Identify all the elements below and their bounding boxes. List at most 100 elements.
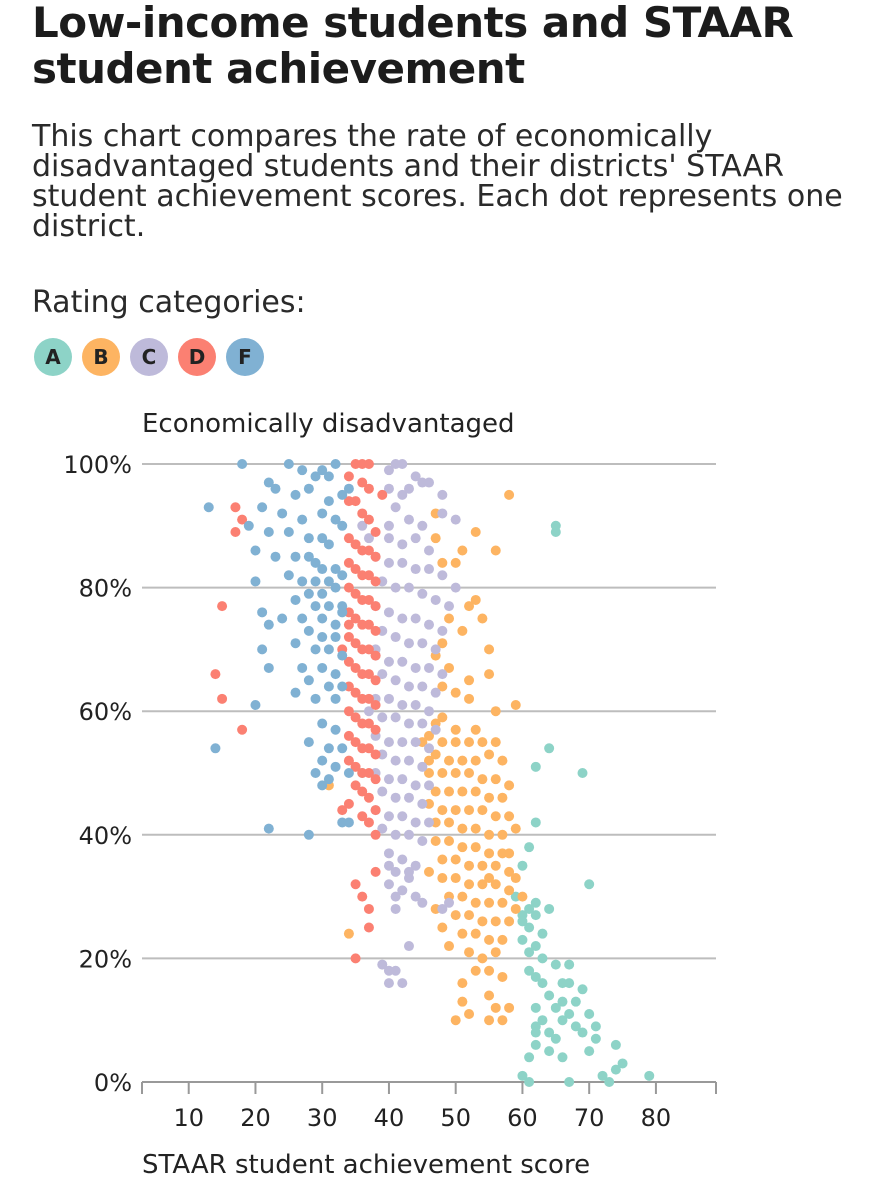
data-point-c	[390, 675, 401, 686]
data-point-d	[370, 625, 381, 636]
data-point-a	[544, 743, 555, 754]
data-point-d	[230, 526, 241, 537]
data-point-b	[510, 700, 521, 711]
data-point-b	[457, 891, 468, 902]
data-point-f	[303, 625, 314, 636]
data-point-b	[477, 953, 488, 964]
x-axis-label: STAAR student achievement score	[142, 1150, 590, 1180]
data-point-b	[504, 811, 515, 822]
data-point-c	[383, 811, 394, 822]
data-point-a	[524, 903, 535, 914]
data-point-d	[357, 891, 368, 902]
data-point-b	[504, 489, 515, 500]
data-point-d	[370, 551, 381, 562]
data-point-d	[370, 601, 381, 612]
data-point-a	[530, 817, 541, 828]
data-point-a	[537, 1015, 548, 1026]
data-point-b	[470, 928, 481, 939]
data-point-b	[444, 835, 455, 846]
data-point-d	[370, 829, 381, 840]
data-point-a	[577, 984, 588, 995]
data-point-c	[383, 557, 394, 568]
data-point-f	[337, 601, 348, 612]
data-point-f	[290, 489, 301, 500]
data-point-a	[557, 1052, 568, 1063]
y-tick-label: 80%	[79, 575, 132, 603]
data-point-f	[330, 724, 341, 735]
data-point-b	[470, 526, 481, 537]
data-point-c	[410, 817, 421, 828]
data-point-b	[464, 1009, 475, 1020]
data-point-f	[330, 761, 341, 772]
data-point-f	[330, 582, 341, 593]
data-point-d	[370, 866, 381, 877]
data-point-a	[524, 1077, 535, 1087]
data-point-b	[470, 724, 481, 735]
data-point-d	[363, 594, 374, 605]
data-point-c	[383, 520, 394, 531]
data-point-b	[484, 669, 495, 680]
data-point-c	[403, 638, 414, 649]
data-point-a	[544, 990, 555, 1001]
data-point-d	[350, 780, 361, 791]
data-point-f	[323, 743, 334, 754]
data-point-a	[557, 1015, 568, 1026]
data-point-f	[323, 471, 334, 482]
y-tick-label: 0%	[94, 1069, 132, 1097]
data-point-c	[390, 792, 401, 803]
data-point-f	[203, 502, 214, 513]
data-point-c	[383, 533, 394, 544]
data-point-a	[610, 1064, 621, 1075]
data-point-c	[363, 533, 374, 544]
data-point-c	[424, 817, 434, 828]
data-point-b	[470, 594, 481, 605]
data-point-d	[350, 662, 361, 673]
data-point-a	[537, 928, 548, 939]
x-tick-label: 40	[374, 1104, 405, 1132]
data-point-c	[390, 712, 401, 723]
data-point-d	[363, 768, 374, 778]
data-point-b	[450, 557, 461, 568]
data-point-d	[343, 533, 354, 544]
data-point-c	[390, 965, 401, 976]
data-point-d	[363, 619, 374, 630]
data-point-f	[290, 594, 301, 605]
data-point-b	[470, 755, 481, 766]
data-point-a	[550, 526, 561, 537]
data-point-b	[477, 774, 488, 785]
y-tick-label: 100%	[63, 451, 132, 479]
data-point-c	[377, 786, 388, 797]
data-point-f	[310, 768, 321, 778]
x-tick-label: 30	[307, 1104, 338, 1132]
data-point-c	[390, 502, 401, 513]
data-point-c	[424, 477, 434, 488]
data-point-c	[410, 780, 421, 791]
data-point-f	[290, 638, 301, 649]
data-point-d	[350, 613, 361, 624]
data-point-b	[450, 854, 461, 865]
data-point-b	[504, 885, 515, 896]
data-point-b	[444, 662, 455, 673]
data-point-b	[490, 860, 501, 871]
data-point-a	[617, 1058, 628, 1069]
data-point-d	[350, 638, 361, 649]
data-point-b	[444, 786, 455, 797]
data-point-c	[403, 866, 414, 877]
data-point-f	[290, 687, 301, 698]
data-point-c	[410, 533, 421, 544]
data-point-b	[490, 737, 501, 748]
data-point-f	[317, 662, 328, 673]
data-point-f	[303, 675, 314, 686]
x-tick-label: 10	[173, 1104, 204, 1132]
data-point-a	[564, 1077, 575, 1087]
data-point-d	[350, 761, 361, 772]
data-point-f	[310, 693, 321, 704]
legend-item-b: B	[82, 338, 120, 376]
data-point-f	[297, 514, 308, 525]
data-point-d	[343, 557, 354, 568]
data-point-b	[490, 1002, 501, 1013]
data-point-d	[363, 743, 374, 754]
data-point-f	[317, 755, 328, 766]
data-point-f	[257, 502, 268, 513]
x-tick-label: 80	[641, 1104, 672, 1132]
